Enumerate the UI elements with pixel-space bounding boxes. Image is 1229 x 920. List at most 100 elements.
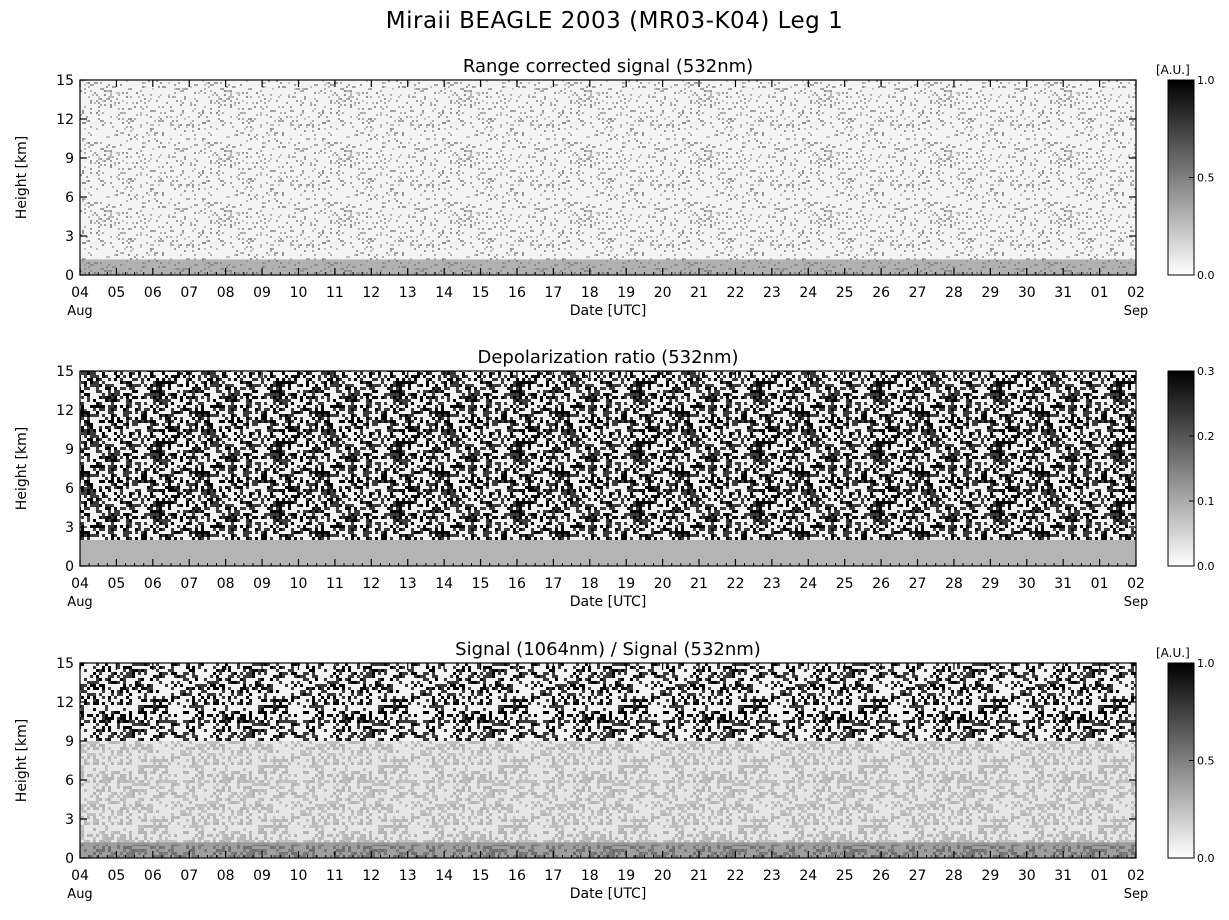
x-tick-label: 07 (180, 285, 198, 301)
x-tick-label: 30 (1018, 868, 1036, 884)
x-tick-label: 02 (1127, 576, 1145, 592)
heatmap-texture (80, 371, 1136, 566)
x-tick-label: 26 (872, 868, 890, 884)
panel-title: Range corrected signal (532nm) (463, 56, 753, 77)
y-tick-label: 3 (65, 229, 74, 245)
x-tick-label: 26 (872, 285, 890, 301)
x-tick-label: 16 (508, 285, 526, 301)
y-tick-label: 12 (56, 403, 74, 419)
colorbar-tick-label: 0.1 (1197, 495, 1215, 508)
x-tick-label: 27 (909, 868, 927, 884)
x-tick-label: 13 (399, 576, 417, 592)
chart-panel-2: Depolarization ratio (532nm) 0 3 6 9 12 15 Heig… (14, 347, 1215, 610)
x-tick-label: 09 (253, 576, 271, 592)
low-depolarization-band (80, 540, 1136, 566)
x-tick-label: 24 (799, 868, 817, 884)
x-tick-label: 30 (1018, 285, 1036, 301)
x-tick-label: 29 (981, 285, 999, 301)
x-tick-label: 14 (435, 868, 453, 884)
x-tick-label: 13 (399, 868, 417, 884)
x-tick-label: 31 (1054, 285, 1072, 301)
figure-title: Miraii BEAGLE 2003 (MR03-K04) Leg 1 (385, 8, 844, 34)
x-tick-label: 22 (727, 285, 745, 301)
y-tick-label: 9 (65, 151, 74, 167)
x-tick-label: 31 (1054, 868, 1072, 884)
x-tick-label: 20 (654, 285, 672, 301)
x-tick-label: 15 (472, 868, 490, 884)
x-tick-label: 24 (799, 576, 817, 592)
boundary-layer-band (80, 842, 1136, 858)
y-axis-label: Height [km] (14, 427, 30, 510)
y-tick-label: 6 (65, 481, 74, 497)
mid-layer-band (80, 741, 1136, 845)
y-tick-label: 3 (65, 520, 74, 536)
panel-title: Signal (1064nm) / Signal (532nm) (455, 639, 761, 660)
colorbar-tick-label: 1.0 (1197, 74, 1215, 87)
x-tick-label: 01 (1091, 576, 1109, 592)
colorbar-tick-label: 0.5 (1197, 172, 1215, 185)
x-end-month-label: Sep (1124, 887, 1149, 902)
x-tick-label: 27 (909, 576, 927, 592)
colorbar-unit-label: [A.U.] (1156, 63, 1190, 77)
y-tick-label: 0 (65, 268, 74, 284)
y-tick-label: 3 (65, 812, 74, 828)
x-axis-label: Date [UTC] (570, 594, 647, 610)
x-start-month-label: Aug (67, 595, 92, 610)
x-tick-label: 10 (290, 868, 308, 884)
y-tick-label: 6 (65, 773, 74, 789)
x-end-month-label: Sep (1124, 595, 1149, 610)
x-tick-label: 01 (1091, 868, 1109, 884)
colorbar-tick-label: 1.0 (1197, 657, 1215, 670)
colorbar-tick-label: 0.5 (1197, 755, 1215, 768)
x-tick-label: 04 (71, 576, 89, 592)
x-tick-label: 20 (654, 868, 672, 884)
x-tick-label: 08 (217, 576, 235, 592)
x-tick-label: 30 (1018, 576, 1036, 592)
x-tick-label: 31 (1054, 576, 1072, 592)
boundary-layer-band (80, 259, 1136, 275)
y-tick-label: 15 (56, 364, 74, 380)
x-tick-label: 21 (690, 285, 708, 301)
x-tick-label: 11 (326, 285, 344, 301)
x-tick-label: 24 (799, 285, 817, 301)
y-tick-label: 9 (65, 442, 74, 458)
x-tick-label: 21 (690, 576, 708, 592)
x-tick-label: 07 (180, 576, 198, 592)
x-tick-label: 23 (763, 576, 781, 592)
x-tick-label: 16 (508, 576, 526, 592)
x-axis-label: Date [UTC] (570, 303, 647, 319)
x-tick-label: 06 (144, 868, 162, 884)
x-tick-label: 09 (253, 868, 271, 884)
colorbar-tick-label: 0.0 (1197, 852, 1215, 865)
x-tick-label: 04 (71, 868, 89, 884)
x-tick-label: 18 (581, 285, 599, 301)
colorbar-tick-label: 0.0 (1197, 269, 1215, 282)
x-tick-label: 19 (617, 285, 635, 301)
x-end-month-label: Sep (1124, 304, 1149, 319)
x-tick-label: 15 (472, 285, 490, 301)
x-tick-label: 02 (1127, 285, 1145, 301)
x-tick-label: 27 (909, 285, 927, 301)
x-tick-label: 10 (290, 285, 308, 301)
x-tick-label: 14 (435, 576, 453, 592)
x-tick-label: 26 (872, 576, 890, 592)
x-tick-label: 05 (107, 576, 125, 592)
colorbar-tick-label: 0.3 (1197, 365, 1215, 378)
y-axis-label: Height [km] (14, 136, 30, 219)
x-tick-label: 17 (544, 576, 562, 592)
x-tick-label: 25 (836, 576, 854, 592)
x-tick-label: 23 (763, 285, 781, 301)
x-axis-label: Date [UTC] (570, 886, 647, 902)
x-tick-label: 12 (362, 868, 380, 884)
panel-title: Depolarization ratio (532nm) (477, 347, 738, 368)
x-tick-label: 17 (544, 285, 562, 301)
x-tick-label: 28 (945, 576, 963, 592)
x-tick-label: 08 (217, 868, 235, 884)
x-tick-label: 01 (1091, 285, 1109, 301)
x-tick-label: 18 (581, 576, 599, 592)
x-tick-label: 11 (326, 868, 344, 884)
x-tick-label: 05 (107, 285, 125, 301)
x-tick-label: 09 (253, 285, 271, 301)
y-tick-label: 15 (56, 656, 74, 672)
x-tick-label: 20 (654, 576, 672, 592)
